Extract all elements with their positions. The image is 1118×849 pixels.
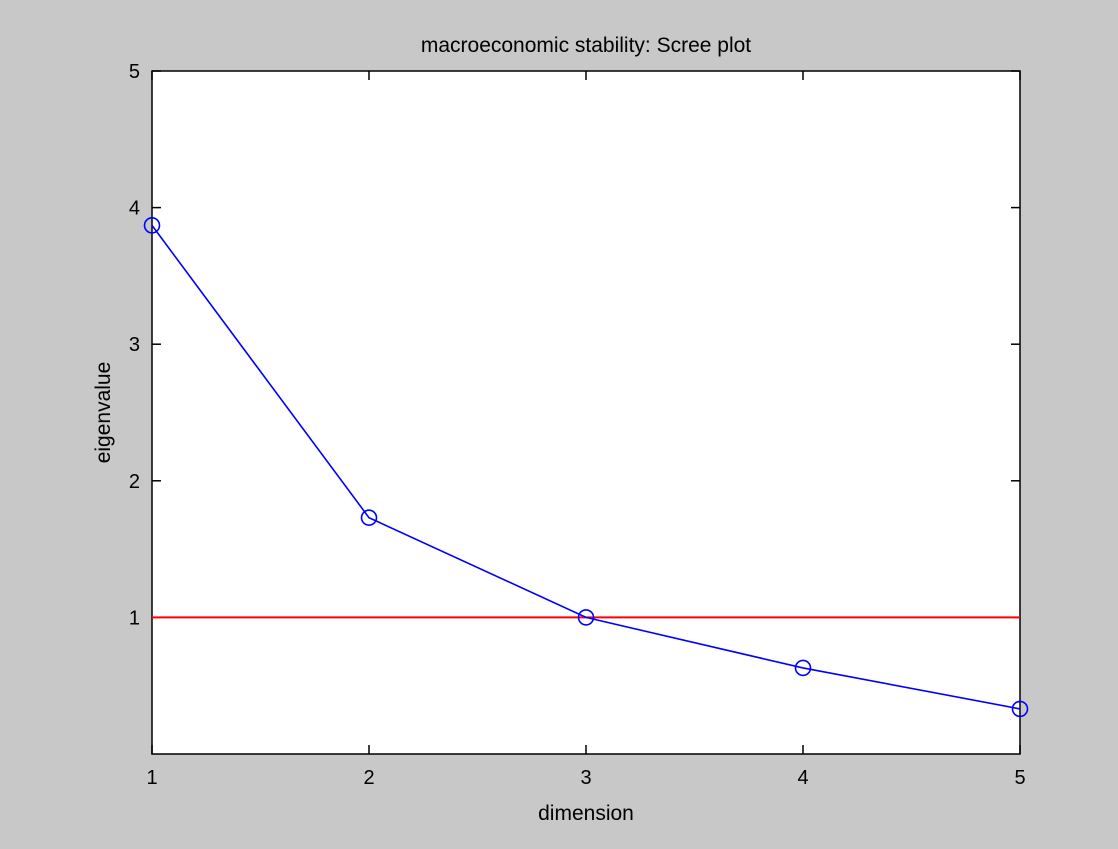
data-point-marker (794, 659, 812, 677)
x-tick-label: 2 (363, 767, 374, 789)
data-point-marker (360, 509, 378, 526)
data-point-marker (577, 609, 595, 626)
x-tick-label: 5 (1014, 767, 1025, 789)
data-point-marker (1011, 700, 1029, 718)
x-axis-title: dimension (538, 802, 634, 825)
y-tick-label: 5 (129, 61, 140, 83)
chart-title: macroeconomic stability: Scree plot (421, 34, 751, 57)
y-axis-title: eigenvalue (92, 362, 115, 464)
y-tick-label: 2 (129, 471, 140, 493)
y-tick-label: 1 (129, 607, 140, 629)
series-layer (143, 217, 1029, 718)
x-tick-label: 4 (797, 767, 808, 789)
y-tick-label: 3 (129, 334, 140, 356)
labels-layer: macroeconomic stability: Scree plot dime… (92, 34, 751, 825)
x-tick-label: 1 (146, 767, 157, 789)
x-tick-label: 3 (580, 767, 591, 789)
data-point-marker (143, 217, 161, 234)
plot-area (151, 70, 1021, 755)
series-line (151, 224, 1021, 710)
y-tick-label: 4 (129, 198, 140, 220)
